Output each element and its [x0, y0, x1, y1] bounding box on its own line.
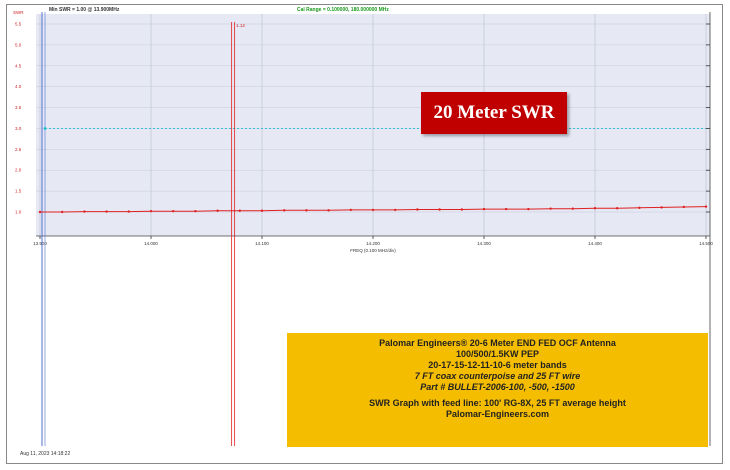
swr-data-point	[260, 209, 264, 212]
swr-data-point	[305, 209, 308, 212]
swr-data-point	[571, 207, 574, 210]
swr-data-point	[438, 208, 441, 211]
y-tick-label: 3.0	[15, 126, 22, 131]
antenna-info-box: Palomar Engineers® 20-6 Meter END FED OC…	[287, 333, 708, 447]
y-axis-label: SWR	[13, 10, 24, 15]
swr-data-point	[149, 209, 153, 213]
swr-data-point	[505, 207, 508, 211]
x-tick-label: 14.500	[699, 241, 713, 246]
status-bar: Min SWR = 1.00 @ 13.900MHz Cal Range = 0…	[7, 5, 722, 17]
y-tick-label: 2.0	[15, 168, 22, 173]
x-tick-label: 13.900	[33, 241, 47, 246]
swr-data-point	[283, 209, 286, 212]
swr-data-point	[682, 205, 685, 209]
y-tick-label: 3.5	[15, 105, 22, 110]
swr-data-point	[660, 206, 663, 209]
y-tick-label: 2.5	[15, 147, 22, 152]
swr-data-point	[638, 206, 641, 210]
swr-data-point	[527, 207, 530, 211]
info-line-6: SWR Graph with feed line: 100' RG-8X, 25…	[369, 398, 626, 408]
y-tick-label: 4.5	[15, 63, 22, 68]
swr-data-point	[593, 207, 597, 210]
marks: 1.12	[38, 12, 708, 446]
swr-data-point	[616, 207, 619, 210]
y-tick-label: 4.0	[15, 84, 22, 89]
info-line-2: 100/500/1.5KW PEP	[455, 349, 540, 359]
chart-title-badge: 20 Meter SWR	[421, 92, 567, 134]
swr-data-point	[38, 210, 42, 214]
grid	[36, 14, 710, 236]
swr-data-point	[549, 207, 552, 210]
swr-data-point	[371, 208, 375, 212]
swr-data-point	[482, 207, 486, 211]
timestamp: Aug 11, 2023 14:18:22	[20, 451, 71, 457]
reference-point	[43, 127, 47, 130]
x-tick-label: 14.400	[588, 241, 602, 246]
y-tick-label: 1.5	[15, 189, 22, 194]
y-tick-label: 5.0	[15, 42, 22, 47]
x-axis-label: FREQ (0.100 MHz/div)	[350, 248, 396, 253]
swr-data-point	[61, 210, 64, 214]
swr-data-point	[172, 209, 175, 213]
info-line-5: Part # BULLET-2006-100, -500, -1500	[420, 382, 575, 392]
info-line-7: Palomar-Engineers.com	[445, 409, 550, 419]
swr-data-point	[216, 209, 219, 212]
axes: 13.900 14.000 14.100 14.200 14.300 14.400 14.5…	[13, 10, 713, 446]
swr-data-point	[238, 209, 241, 212]
swr-data-point	[349, 208, 352, 212]
x-tick-label: 14.000	[144, 241, 158, 246]
swr-data-point	[105, 210, 108, 213]
info-line-1: Palomar Engineers® 20-6 Meter END FED OC…	[379, 338, 616, 348]
swr-data-point	[704, 205, 708, 208]
y-tick-label: 5.5	[15, 22, 22, 27]
x-tick-label: 14.300	[477, 241, 491, 246]
swr-data-point	[460, 208, 463, 211]
swr-data-point	[416, 208, 419, 211]
info-line-3: 20-17-15-12-11-10-6 meter bands	[428, 360, 567, 370]
x-tick-label: 14.100	[255, 241, 269, 246]
y-tick-label: 1.0	[15, 210, 22, 215]
info-line-4: 7 FT coax counterpoise and 25 FT wire	[414, 371, 581, 381]
cal-range-readout: Cal Range = 0.100000, 180.000000 MHz	[297, 7, 389, 13]
swr-data-point	[83, 210, 86, 213]
swr-data-point	[194, 209, 197, 213]
marker-label: 1.12	[236, 23, 245, 28]
swr-data-point	[327, 209, 330, 212]
swr-data-point	[127, 210, 130, 213]
swr-data-point	[394, 208, 397, 212]
x-tick-label: 14.200	[366, 241, 380, 246]
min-swr-readout: Min SWR = 1.00 @ 13.900MHz	[49, 7, 120, 13]
